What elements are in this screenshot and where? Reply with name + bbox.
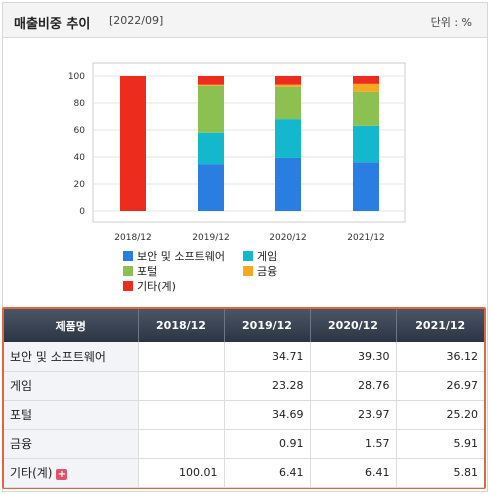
table-cell: 6.41 <box>224 458 311 488</box>
legend-swatch <box>123 281 133 291</box>
table-cell: 36.12 <box>396 342 484 372</box>
legend-item[interactable]: 기타(계) <box>123 280 176 294</box>
legend-item[interactable]: 게임 <box>243 250 277 264</box>
legend-label: 보안 및 소프트웨어 <box>137 250 225 263</box>
table-cell: 25.20 <box>396 400 484 430</box>
legend-swatch <box>123 251 133 261</box>
legend-item[interactable]: 보안 및 소프트웨어 <box>123 250 225 264</box>
bar-segment[interactable] <box>353 83 379 92</box>
table-cell: 5.81 <box>396 458 484 488</box>
y-tick-label: 20 <box>74 180 86 190</box>
bar-segment[interactable] <box>275 84 301 87</box>
y-axis: 0 20 40 60 80 100 <box>68 72 85 217</box>
y-tick-label: 100 <box>68 72 85 82</box>
legend-item[interactable]: 포털 <box>123 265 157 279</box>
legend-swatch <box>243 266 253 276</box>
bar-segment[interactable] <box>120 76 146 211</box>
table-cell: 6.41 <box>310 458 397 488</box>
bar-segment[interactable] <box>353 91 379 126</box>
table-cell: 28.76 <box>310 371 397 401</box>
table-cell: 0.91 <box>224 429 311 459</box>
bar-segment[interactable] <box>353 125 379 163</box>
legend-label: 금융 <box>257 265 278 278</box>
bar-segment[interactable] <box>198 84 224 86</box>
panel-title: 매출비중 추이 <box>14 17 91 32</box>
share-table-container: 제품명 2018/12 2019/12 2020/12 2021/12 보안 및… <box>2 307 486 489</box>
table-row: 금융 0.91 1.57 5.91 <box>4 429 484 459</box>
y-tick-label: 60 <box>74 126 86 136</box>
column-header: 제품명 <box>4 309 139 342</box>
bar-segment[interactable] <box>275 119 301 158</box>
table-cell: 39.30 <box>310 342 397 372</box>
product-name-label: 기타(계) <box>10 466 53 480</box>
share-table: 제품명 2018/12 2019/12 2020/12 2021/12 보안 및… <box>4 309 484 488</box>
table-header-row: 제품명 2018/12 2019/12 2020/12 2021/12 <box>4 309 484 342</box>
x-tick-label: 2021/12 <box>347 233 384 243</box>
legend-swatch <box>243 251 253 261</box>
table-cell: 34.69 <box>224 400 311 430</box>
y-tick-label: 40 <box>74 153 86 163</box>
table-cell: 100.01 <box>138 458 225 488</box>
x-axis: 2018/12 2019/12 2020/12 2021/12 <box>114 233 384 243</box>
table-row: 기타(계) + 100.01 6.41 6.41 5.81 <box>4 458 484 488</box>
table-row: 포털 34.69 23.97 25.20 <box>4 400 484 430</box>
table-cell: 1.57 <box>310 429 397 459</box>
stacked-bar-chart: 0 20 40 60 80 100 2018/12 2019/12 2020/12 2021/1… <box>68 62 406 243</box>
product-name: 금융 <box>4 429 139 459</box>
legend-label: 기타(계) <box>137 280 176 293</box>
table-cell: 23.28 <box>224 371 311 401</box>
table-cell: 34.71 <box>224 342 311 372</box>
table-cell <box>138 342 225 372</box>
legend-swatch <box>123 266 133 276</box>
y-tick-label: 80 <box>74 99 86 109</box>
column-header: 2018/12 <box>138 309 225 342</box>
table-cell: 23.97 <box>310 400 397 430</box>
legend-label: 게임 <box>257 250 278 263</box>
y-tick-label: 0 <box>79 207 85 217</box>
column-header: 2019/12 <box>224 309 311 342</box>
bar-segment[interactable] <box>353 162 379 211</box>
legend-label: 포털 <box>137 265 158 278</box>
bar-segment[interactable] <box>198 76 224 85</box>
table-row: 게임 23.28 28.76 26.97 <box>4 371 484 401</box>
column-header: 2020/12 <box>310 309 397 342</box>
table-cell: 26.97 <box>396 371 484 401</box>
bars <box>120 76 379 211</box>
bar-segment[interactable] <box>198 132 224 165</box>
panel-header: 매출비중 추이 [2022/09] 단위 : % <box>3 3 487 38</box>
table-cell <box>138 371 225 401</box>
unit-label: 단위 : % <box>430 16 472 29</box>
column-header: 2021/12 <box>396 309 484 342</box>
product-name: 포털 <box>4 400 139 430</box>
bar-segment[interactable] <box>275 76 301 85</box>
plus-icon[interactable]: + <box>56 469 68 480</box>
x-tick-label: 2020/12 <box>269 233 306 243</box>
product-name: 보안 및 소프트웨어 <box>4 342 139 372</box>
table-cell <box>138 400 225 430</box>
period-label: [2022/09] <box>109 14 164 27</box>
x-tick-label: 2019/12 <box>192 233 229 243</box>
bar-segment[interactable] <box>198 164 224 211</box>
product-name: 게임 <box>4 371 139 401</box>
bar-segment[interactable] <box>275 86 301 120</box>
bar-segment[interactable] <box>353 76 379 84</box>
bar-segment[interactable] <box>275 157 301 211</box>
product-name: 기타(계) + <box>4 458 139 488</box>
legend-item[interactable]: 금융 <box>243 265 277 279</box>
table-cell: 5.91 <box>396 429 484 459</box>
x-tick-label: 2018/12 <box>114 233 151 243</box>
bar-segment[interactable] <box>198 85 224 133</box>
table-cell <box>138 429 225 459</box>
table-row: 보안 및 소프트웨어 34.71 39.30 36.12 <box>4 342 484 372</box>
